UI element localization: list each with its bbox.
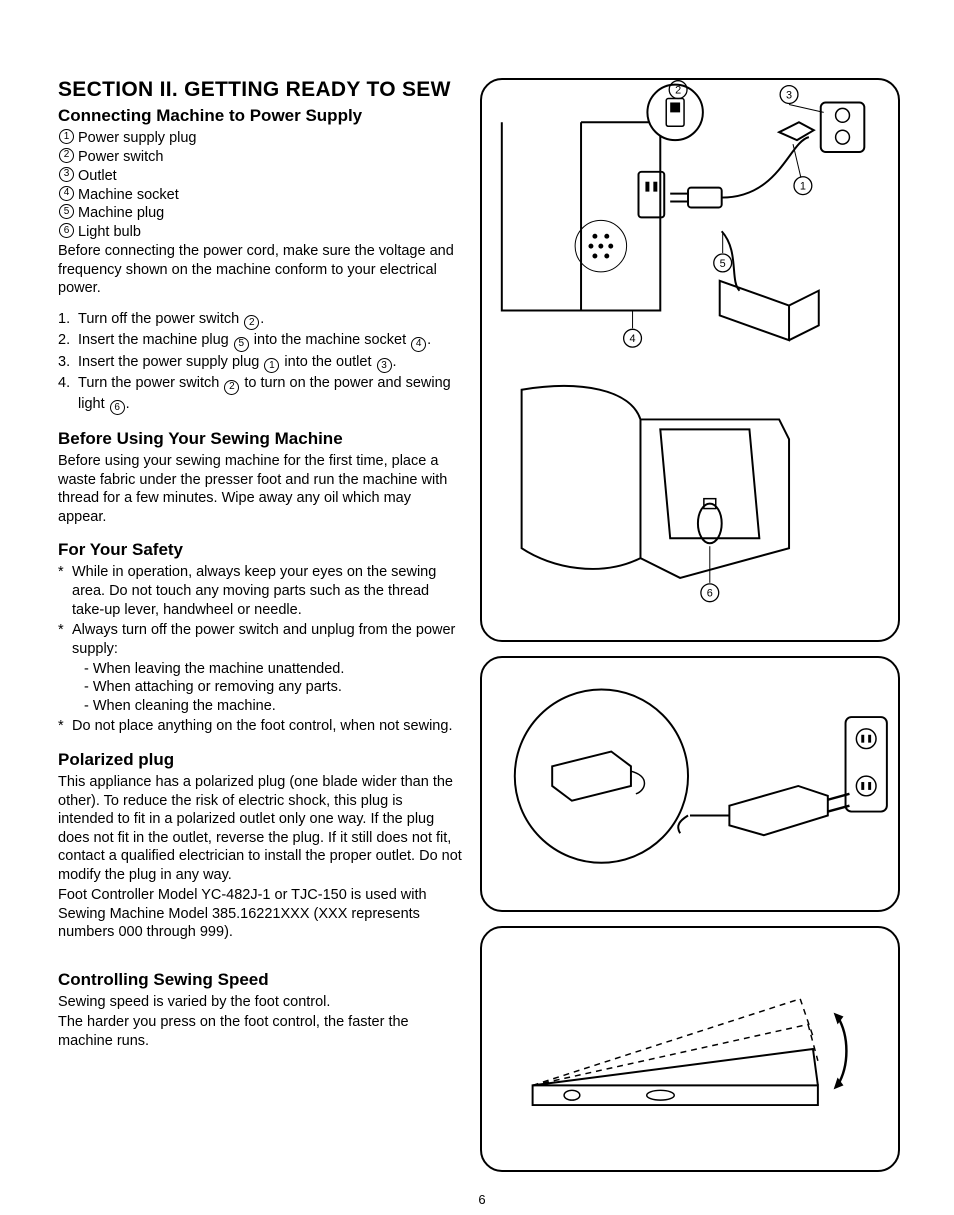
safety-2s1: - When leaving the machine unattended. [84,660,462,679]
parts-list: 1 Power supply plug 2 Power switch 3 Outlet… [58,129,462,242]
diagram-connecting: 4 5 1 [480,78,900,642]
speed-heading: Controlling Sewing Speed [58,970,462,990]
svg-text:4: 4 [630,333,636,345]
connecting-steps: 1. Turn off the power switch 2. 2. Inser… [58,310,462,416]
label-marker-2: 2 [59,148,74,163]
safety-1: While in operation, always keep your eye… [72,563,462,620]
polarized-body2: Foot Controller Model YC-482J-1 or TJC-1… [58,886,462,942]
svg-text:1: 1 [800,181,806,193]
label-4: Machine socket [78,186,179,205]
label-marker-1: 1 [59,129,74,144]
connecting-intro: Before connecting the power cord, make s… [58,242,462,298]
step-3: Insert the power supply plug 1 into the … [78,353,462,374]
step-num-1: 1. [58,310,78,329]
svg-text:3: 3 [786,90,792,102]
step-num-2: 2. [58,331,78,350]
diagram-column: 4 5 1 [480,78,900,1172]
svg-text:6: 6 [707,588,713,600]
polarized-heading: Polarized plug [58,750,462,770]
safety-3: Do not place anything on the foot contro… [72,717,462,736]
text-column: SECTION II. GETTING READY TO SEW Connect… [58,78,462,1172]
section-title: SECTION II. GETTING READY TO SEW [58,78,462,102]
connecting-heading: Connecting Machine to Power Supply [58,106,462,126]
page-number: 6 [58,1192,906,1207]
safety-heading: For Your Safety [58,540,462,560]
speed-body2: The harder you press on the foot control… [58,1013,462,1050]
label-6: Light bulb [78,223,141,242]
svg-text:5: 5 [720,258,726,270]
speed-body1: Sewing speed is varied by the foot contr… [58,993,462,1012]
label-marker-3: 3 [59,167,74,182]
polarized-body1: This appliance has a polarized plug (one… [58,773,462,884]
step-num-4: 4. [58,374,78,393]
safety-list: *While in operation, always keep your ey… [58,563,462,736]
safety-2: Always turn off the power switch and unp… [72,621,462,716]
label-2: Power switch [78,148,163,167]
label-marker-6: 6 [59,223,74,238]
diagram-polarized-plug [480,656,900,912]
svg-text:2: 2 [675,85,681,97]
diagram-foot-control [480,926,900,1172]
step-num-3: 3. [58,353,78,372]
safety-2s3: - When cleaning the machine. [84,697,462,716]
label-marker-4: 4 [59,186,74,201]
label-marker-5: 5 [59,204,74,219]
label-3: Outlet [78,167,117,186]
step-4: Turn the power switch 2 to turn on the p… [78,374,462,415]
before-body: Before using your sewing machine for the… [58,452,462,526]
label-1: Power supply plug [78,129,197,148]
label-5: Machine plug [78,204,164,223]
step-1: Turn off the power switch 2. [78,310,462,331]
step-2: Insert the machine plug 5 into the machi… [78,331,462,352]
before-heading: Before Using Your Sewing Machine [58,429,462,449]
safety-2s2: - When attaching or removing any parts. [84,678,462,697]
